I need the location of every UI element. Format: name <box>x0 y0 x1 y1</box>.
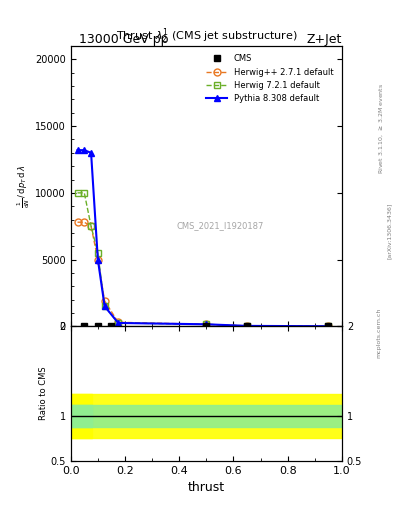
Herwig++ 2.7.1 default <box>116 319 121 325</box>
CMS <box>109 323 114 329</box>
Herwig 7.2.1 default <box>244 323 250 329</box>
Text: [arXiv:1306.3436]: [arXiv:1306.3436] <box>387 202 391 259</box>
Herwig++ 2.7.1 default <box>244 323 250 329</box>
Line: Pythia 8.308 default: Pythia 8.308 default <box>74 147 332 330</box>
Herwig++ 2.7.1 default <box>326 323 331 329</box>
Y-axis label: Ratio to CMS: Ratio to CMS <box>39 367 48 420</box>
Herwig 7.2.1 default <box>89 223 94 229</box>
Line: Herwig++ 2.7.1 default: Herwig++ 2.7.1 default <box>74 219 332 330</box>
Y-axis label: $\frac{1}{\mathrm{d}N}\,/\,\mathrm{d}p_T\,\mathrm{d}\,\lambda$: $\frac{1}{\mathrm{d}N}\,/\,\mathrm{d}p_T… <box>16 164 32 208</box>
Herwig++ 2.7.1 default <box>204 321 209 327</box>
Pythia 8.308 default <box>102 303 107 309</box>
Pythia 8.308 default <box>204 321 209 327</box>
Pythia 8.308 default <box>82 147 86 153</box>
Herwig++ 2.7.1 default <box>102 298 107 304</box>
Line: Herwig 7.2.1 default: Herwig 7.2.1 default <box>74 189 332 330</box>
Text: 13000 GeV pp: 13000 GeV pp <box>79 33 168 46</box>
Title: Thrust $\lambda_2^1$ (CMS jet substructure): Thrust $\lambda_2^1$ (CMS jet substructu… <box>116 27 297 46</box>
Pythia 8.308 default <box>75 147 80 153</box>
Text: CMS_2021_I1920187: CMS_2021_I1920187 <box>176 221 264 230</box>
Herwig 7.2.1 default <box>82 190 86 196</box>
Herwig++ 2.7.1 default <box>75 219 80 225</box>
Line: CMS: CMS <box>81 324 331 329</box>
Herwig 7.2.1 default <box>116 320 121 326</box>
Text: mcplots.cern.ch: mcplots.cern.ch <box>377 308 382 358</box>
Pythia 8.308 default <box>116 320 121 326</box>
Legend: CMS, Herwig++ 2.7.1 default, Herwig 7.2.1 default, Pythia 8.308 default: CMS, Herwig++ 2.7.1 default, Herwig 7.2.… <box>202 50 338 107</box>
CMS <box>244 323 250 329</box>
CMS <box>204 323 209 329</box>
Herwig 7.2.1 default <box>204 321 209 327</box>
Bar <box>71 405 342 426</box>
X-axis label: thrust: thrust <box>188 481 225 494</box>
Herwig 7.2.1 default <box>75 190 80 196</box>
CMS <box>95 323 100 329</box>
Pythia 8.308 default <box>89 150 94 156</box>
Herwig 7.2.1 default <box>102 303 107 309</box>
Herwig++ 2.7.1 default <box>82 219 86 225</box>
Herwig 7.2.1 default <box>326 323 331 329</box>
Herwig++ 2.7.1 default <box>95 257 100 263</box>
Herwig 7.2.1 default <box>95 250 100 256</box>
CMS <box>326 323 331 329</box>
Text: Z+Jet: Z+Jet <box>307 33 342 46</box>
Pythia 8.308 default <box>244 323 250 329</box>
Text: Rivet 3.1.10, $\geq$ 3.2M events: Rivet 3.1.10, $\geq$ 3.2M events <box>377 82 385 174</box>
Pythia 8.308 default <box>95 257 100 263</box>
Pythia 8.308 default <box>326 323 331 329</box>
Bar <box>71 394 342 438</box>
CMS <box>82 323 86 329</box>
Herwig++ 2.7.1 default <box>89 223 94 229</box>
